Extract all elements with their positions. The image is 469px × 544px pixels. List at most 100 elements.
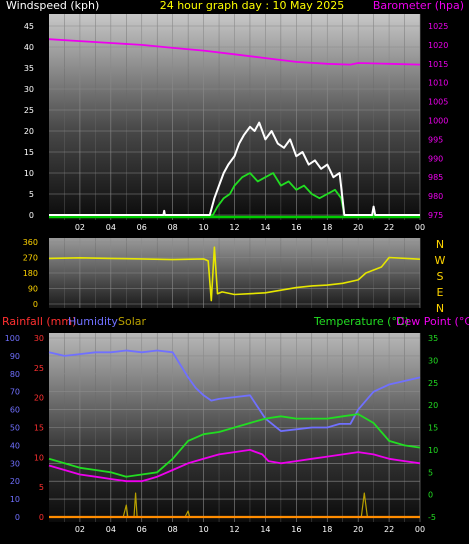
- x-tick-label: 06: [137, 525, 147, 534]
- x-tick-label: 14: [260, 525, 270, 534]
- dew_point-line: [48, 449, 421, 483]
- legend-humidity: Humidity: [68, 315, 118, 328]
- y-tick-label-temp: -5: [428, 513, 436, 522]
- y-tick-label-baro: 1025: [428, 22, 448, 31]
- windspeed_gust-line: [49, 121, 420, 216]
- y-tick-label-wind: 20: [24, 127, 34, 136]
- y-tick-label-wind: 35: [24, 64, 34, 73]
- temp-humidity-series: [48, 349, 421, 519]
- y-tick-label-humidity: 30: [10, 459, 20, 468]
- y-tick-label-rain: 20: [34, 394, 44, 403]
- compass-label: S: [437, 270, 444, 283]
- graph-date-title: 24 hour graph day : 10 May 2025: [160, 0, 345, 12]
- temp-humidity-axes: 02 04 06 08 10 12 14 16 18 20 22 000102030405060708…: [5, 334, 438, 534]
- y-tick-label-dir: 180: [23, 269, 38, 278]
- x-tick-label: 12: [229, 525, 239, 534]
- y-tick-label-wind: 40: [24, 43, 34, 52]
- y-tick-label-rain: 30: [34, 334, 44, 343]
- y-tick-label-dir: 0: [33, 300, 38, 309]
- x-tick-label: 10: [198, 525, 208, 534]
- windspeed-title: Windspeed (kph): [6, 0, 99, 12]
- legend-rainfall: Rainfall (mm): [2, 315, 76, 328]
- x-tick-label: 04: [106, 525, 116, 534]
- compass-label: N: [436, 302, 444, 315]
- y-tick-label-humidity: 50: [10, 424, 20, 433]
- x-tick-label: 02: [75, 525, 85, 534]
- x-tick-label: 08: [168, 525, 178, 534]
- x-tick-label: 10: [198, 223, 208, 232]
- x-tick-label: 02: [75, 223, 85, 232]
- windspeed_avg-line: [49, 172, 420, 216]
- wind-baro-series: [48, 38, 421, 219]
- y-tick-label-wind: 10: [24, 169, 34, 178]
- x-tick-label: 18: [322, 223, 332, 232]
- x-tick-label: 16: [291, 223, 301, 232]
- y-tick-label-baro: 980: [428, 192, 443, 201]
- y-tick-label-humidity: 10: [10, 495, 20, 504]
- y-tick-label-temp: 25: [428, 379, 438, 388]
- y-tick-label-temp: 5: [428, 468, 433, 477]
- y-tick-label-baro: 975: [428, 211, 443, 220]
- y-tick-label-temp: 10: [428, 446, 438, 455]
- y-tick-label-dir: 360: [23, 238, 38, 247]
- y-tick-label-baro: 995: [428, 135, 443, 144]
- x-tick-label: 20: [353, 223, 363, 232]
- humidity-line: [48, 349, 421, 432]
- wind-direction-series: [48, 246, 421, 302]
- y-tick-label-temp: 35: [428, 334, 438, 343]
- x-tick-label: 06: [137, 223, 147, 232]
- y-tick-label-dir: 90: [28, 285, 38, 294]
- y-tick-label-humidity: 80: [10, 370, 20, 379]
- compass-label: W: [435, 254, 446, 267]
- y-tick-label-wind: 0: [29, 211, 34, 220]
- y-tick-label-humidity: 90: [10, 352, 20, 361]
- y-tick-label-dir: 270: [23, 254, 38, 263]
- x-tick-label: 14: [260, 223, 270, 232]
- y-tick-label-baro: 1020: [428, 41, 448, 50]
- y-tick-label-baro: 990: [428, 154, 443, 163]
- y-tick-label-humidity: 40: [10, 441, 20, 450]
- x-tick-label: 12: [229, 223, 239, 232]
- y-tick-label-humidity: 70: [10, 388, 20, 397]
- y-tick-label-wind: 45: [24, 22, 34, 31]
- x-tick-label: 18: [322, 525, 332, 534]
- barometer-line: [48, 38, 421, 66]
- y-tick-label-baro: 1015: [428, 60, 448, 69]
- wind-baro-axes: 02 04 06 08 10 12 14 16 18 20 22 000510152025303540…: [24, 22, 449, 232]
- wind-direction-line: [48, 246, 421, 302]
- x-tick-label: 08: [168, 223, 178, 232]
- y-tick-label-baro: 1010: [428, 79, 448, 88]
- y-tick-label-temp: 15: [428, 424, 438, 433]
- y-tick-label-wind: 25: [24, 106, 34, 115]
- wind-direction-grid: [49, 238, 421, 308]
- y-tick-label-baro: 1005: [428, 98, 448, 107]
- temperature-line: [48, 413, 421, 478]
- barometer-title: Barometer (hpa): [373, 0, 464, 12]
- legend-solar: Solar: [118, 315, 147, 328]
- y-tick-label-temp: 0: [428, 491, 433, 500]
- y-tick-label-rain: 15: [34, 424, 44, 433]
- y-tick-label-baro: 985: [428, 173, 443, 182]
- x-tick-label: 00: [415, 525, 425, 534]
- legend-dew-point: Dew Point (°C): [396, 315, 469, 328]
- y-tick-label-wind: 5: [29, 190, 34, 199]
- x-tick-label: 00: [415, 223, 425, 232]
- y-tick-label-rain: 25: [34, 364, 44, 373]
- y-tick-label-humidity: 60: [10, 406, 20, 415]
- y-tick-label-humidity: 100: [5, 334, 20, 343]
- y-tick-label-temp: 20: [428, 401, 438, 410]
- compass-label: E: [437, 286, 444, 299]
- x-tick-label: 04: [106, 223, 116, 232]
- legend-temperature: Temperature (°C): [313, 315, 409, 328]
- y-tick-label-wind: 15: [24, 148, 34, 157]
- x-tick-label: 22: [384, 223, 394, 232]
- y-tick-label-rain: 10: [34, 453, 44, 462]
- y-tick-label-wind: 30: [24, 85, 34, 94]
- y-tick-label-rain: 0: [39, 513, 44, 522]
- y-tick-label-temp: 30: [428, 356, 438, 365]
- y-tick-label-humidity: 0: [15, 513, 20, 522]
- x-tick-label: 20: [353, 525, 363, 534]
- x-tick-label: 16: [291, 525, 301, 534]
